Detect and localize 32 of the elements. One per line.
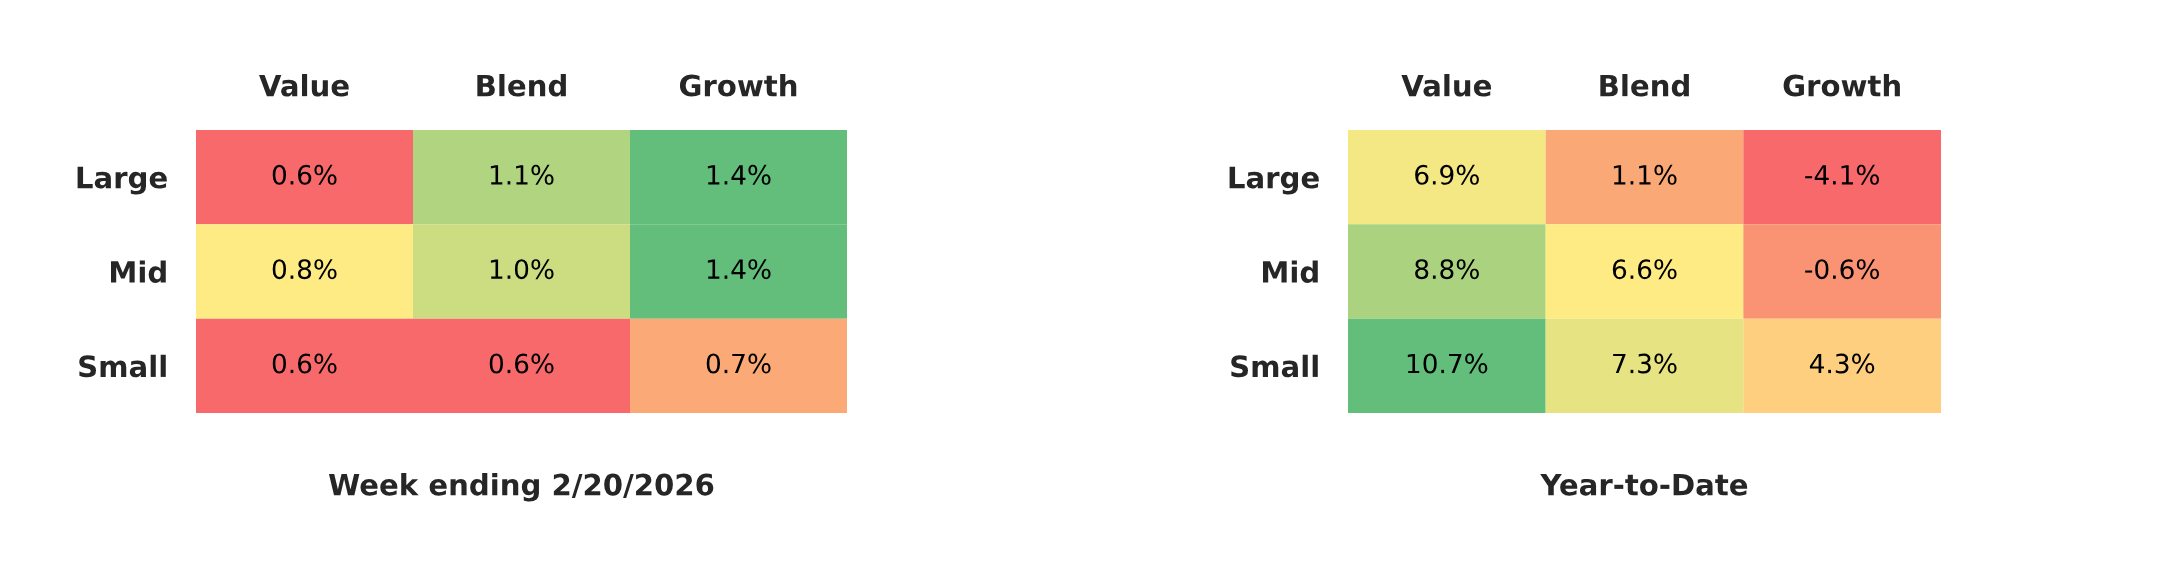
data-label: 8.8% bbox=[1415, 259, 1479, 280]
text: Week ending 2/20/2026 bbox=[328, 473, 714, 502]
x-tick-label: Blend bbox=[1600, 73, 1689, 97]
data-label: 1.1% bbox=[1613, 164, 1677, 185]
data-label: 6.9% bbox=[1415, 164, 1479, 185]
x-tick-label: Value bbox=[1401, 73, 1492, 97]
data-label: -4.1% bbox=[1805, 164, 1879, 185]
y-tick-label: Mid bbox=[111, 260, 166, 283]
y-tick-label: Large bbox=[77, 166, 167, 195]
data-label: 0.6% bbox=[272, 353, 337, 374]
x-tick-label: Value bbox=[259, 73, 349, 97]
data-label: 6.6% bbox=[1612, 259, 1677, 280]
y-tick-label: Large bbox=[1229, 166, 1319, 195]
data-label: 1.4% bbox=[707, 164, 771, 185]
data-label: 0.8% bbox=[272, 259, 337, 280]
x-tick-label: Growth bbox=[679, 73, 797, 97]
x-tick-label: Growth bbox=[1783, 73, 1900, 97]
data-label: -0.6% bbox=[1805, 259, 1879, 280]
data-label: 1.4% bbox=[707, 259, 771, 280]
text: Year-to-Date bbox=[1540, 473, 1748, 496]
y-tick-label: Small bbox=[1231, 354, 1318, 378]
data-label: 4.3% bbox=[1809, 353, 1875, 374]
x-tick-label: Blend bbox=[477, 73, 566, 97]
data-label: 1.0% bbox=[490, 259, 554, 280]
y-tick-label: Small bbox=[79, 354, 166, 378]
data-label: 1.1% bbox=[490, 164, 554, 185]
data-label: 10.7% bbox=[1407, 353, 1488, 374]
y-tick-label: Mid bbox=[1263, 260, 1318, 283]
data-label: 0.7% bbox=[706, 353, 771, 374]
data-label: 7.3% bbox=[1613, 353, 1677, 374]
data-label: 0.6% bbox=[272, 164, 337, 185]
data-label: 0.6% bbox=[489, 353, 554, 374]
